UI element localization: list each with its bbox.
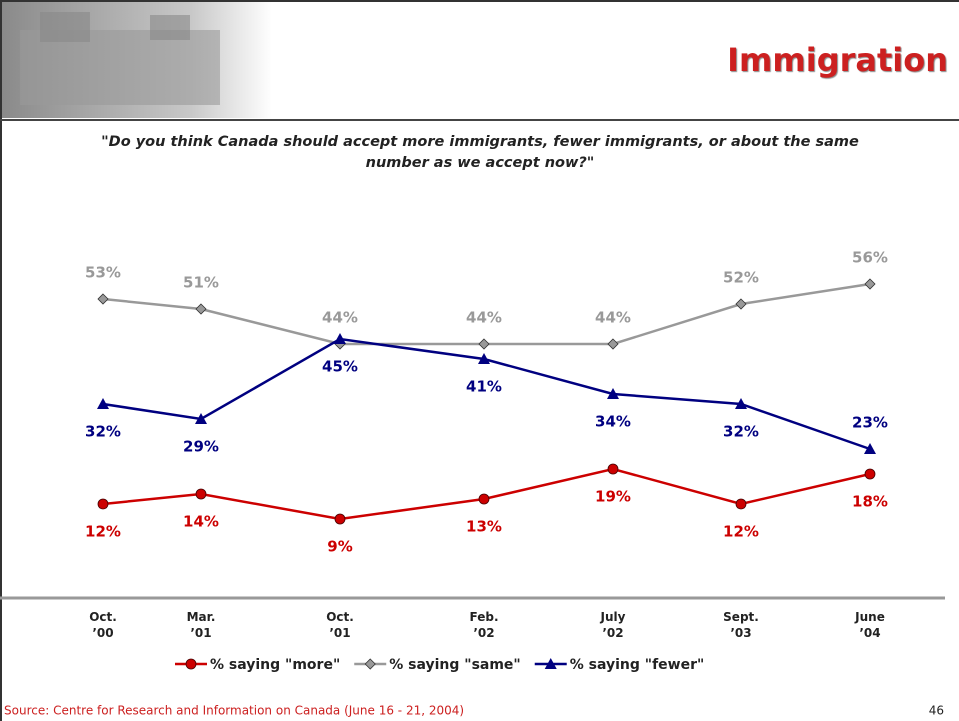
x-tick-label-line: ’04 bbox=[859, 626, 880, 640]
page-number: 46 bbox=[929, 704, 944, 718]
legend-label: % saying "fewer" bbox=[570, 657, 705, 673]
x-tick-label-line: Sept. bbox=[723, 610, 759, 624]
marker bbox=[334, 333, 346, 344]
x-tick-label-line: ’03 bbox=[730, 626, 751, 640]
value-label: 51% bbox=[183, 274, 219, 292]
value-label: 32% bbox=[85, 423, 121, 441]
marker bbox=[478, 338, 490, 350]
marker bbox=[864, 443, 876, 454]
value-label: 32% bbox=[723, 423, 759, 441]
marker bbox=[334, 513, 346, 525]
marker bbox=[478, 353, 490, 364]
x-tick-label: Mar. ’01 bbox=[187, 610, 216, 640]
value-label: 19% bbox=[595, 488, 631, 506]
source: Source: Centre for Research and Informat… bbox=[4, 704, 464, 718]
header-title: Immigration bbox=[727, 41, 948, 79]
marker bbox=[478, 493, 490, 505]
x-tick-label-line: ’01 bbox=[190, 626, 211, 640]
value-label: 45% bbox=[322, 358, 358, 376]
marker bbox=[607, 388, 619, 399]
marker bbox=[864, 468, 876, 480]
x-tick-label: Sept. ’03 bbox=[723, 610, 759, 640]
x-tick-label: Oct. ’00 bbox=[89, 610, 117, 640]
value-label: 14% bbox=[183, 513, 219, 531]
x-tick-label-line: Feb. bbox=[470, 610, 499, 624]
marker bbox=[97, 498, 109, 510]
marker bbox=[735, 498, 747, 510]
legend-label: % saying "same" bbox=[389, 657, 521, 673]
marker bbox=[607, 463, 619, 475]
value-label: 9% bbox=[327, 538, 352, 556]
value-label: 29% bbox=[183, 438, 219, 456]
value-label: 23% bbox=[852, 414, 888, 432]
header-image bbox=[2, 2, 272, 118]
x-tick-label-line: ’02 bbox=[473, 626, 494, 640]
value-label: 56% bbox=[852, 249, 888, 267]
x-tick-label-line: ’00 bbox=[92, 626, 113, 640]
x-tick-label-line: Oct. bbox=[326, 610, 354, 624]
marker bbox=[735, 398, 747, 409]
question: "Do you think Canada should accept more … bbox=[101, 134, 859, 171]
value-label: 12% bbox=[85, 523, 121, 541]
value-label: 13% bbox=[466, 518, 502, 536]
marker bbox=[607, 338, 619, 350]
value-label: 52% bbox=[723, 269, 759, 287]
x-tick-label-line: July bbox=[600, 610, 626, 624]
value-label: 53% bbox=[85, 264, 121, 282]
marker bbox=[544, 658, 557, 669]
x-tick-label: Oct. ’01 bbox=[326, 610, 354, 640]
x-tick-label: June ’04 bbox=[854, 610, 885, 640]
value-label: 44% bbox=[595, 309, 631, 327]
value-label: 41% bbox=[466, 378, 502, 396]
value-label: 44% bbox=[466, 309, 502, 327]
series-line bbox=[102, 467, 871, 521]
marker bbox=[195, 303, 207, 315]
marker bbox=[185, 658, 197, 670]
x-tick-label-line: Oct. bbox=[89, 610, 117, 624]
marker bbox=[864, 278, 876, 290]
value-label: 12% bbox=[723, 523, 759, 541]
marker bbox=[735, 298, 747, 310]
marker bbox=[364, 658, 376, 670]
marker bbox=[97, 293, 109, 305]
value-label: 34% bbox=[595, 413, 631, 431]
x-tick-label-line: Mar. bbox=[187, 610, 216, 624]
x-tick-label-line: ’01 bbox=[329, 626, 350, 640]
marker bbox=[195, 488, 207, 500]
x-tick-label: July ’02 bbox=[600, 610, 626, 640]
value-label: 44% bbox=[322, 309, 358, 327]
value-label: 18% bbox=[852, 493, 888, 511]
legend-label: % saying "more" bbox=[210, 657, 340, 673]
x-tick-label-line: June bbox=[854, 610, 885, 624]
x-tick-label-line: ’02 bbox=[602, 626, 623, 640]
marker bbox=[97, 398, 109, 409]
x-tick-label: Feb. ’02 bbox=[470, 610, 499, 640]
marker bbox=[195, 413, 207, 424]
